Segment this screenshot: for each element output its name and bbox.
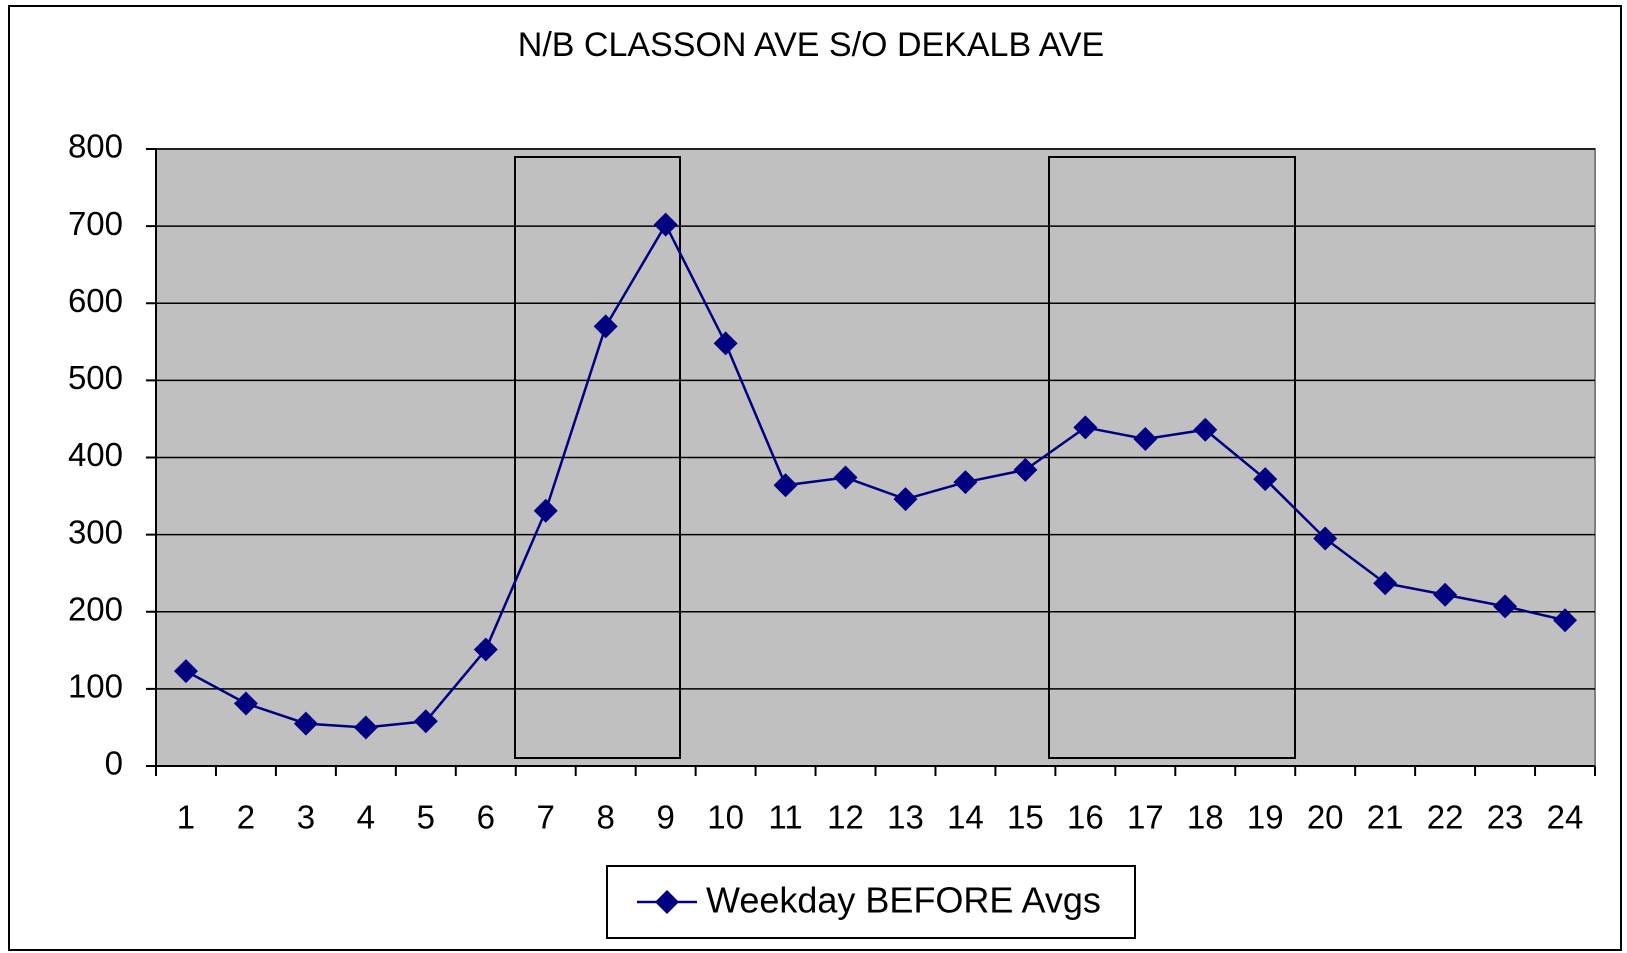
x-tick-label: 14 (947, 799, 984, 836)
legend-label: Weekday BEFORE Avgs (706, 880, 1101, 921)
data-point (1493, 594, 1518, 619)
x-tick-label: 18 (1187, 799, 1224, 836)
data-point (713, 331, 738, 356)
data-point (773, 473, 798, 498)
y-tick-label: 100 (68, 668, 123, 705)
x-tick-label: 8 (597, 799, 615, 836)
data-point (833, 465, 858, 490)
x-tick-label: 10 (707, 799, 744, 836)
x-tick-label: 15 (1007, 799, 1044, 836)
x-tick-label: 12 (827, 799, 864, 836)
x-tick-label: 21 (1367, 799, 1404, 836)
x-tick-label: 20 (1307, 799, 1344, 836)
x-tick-label: 16 (1067, 799, 1104, 836)
y-tick-label: 600 (68, 282, 123, 319)
x-tick-label: 5 (417, 799, 435, 836)
x-tick-label: 23 (1487, 799, 1524, 836)
x-tick-label: 7 (537, 799, 555, 836)
peak-box (514, 156, 681, 759)
y-tick-label: 400 (68, 436, 123, 473)
data-point (653, 212, 678, 237)
y-tick-label: 200 (68, 590, 123, 627)
y-tick-label: 800 (68, 128, 123, 165)
x-tick-label: 13 (887, 799, 924, 836)
data-point (293, 711, 318, 736)
y-tick-label: 300 (68, 513, 123, 550)
x-tick-label: 2 (237, 799, 255, 836)
data-point (1133, 426, 1158, 451)
data-point (473, 637, 498, 662)
data-point (1253, 467, 1278, 492)
data-point (953, 470, 978, 495)
data-point (1013, 457, 1038, 482)
data-point (593, 314, 618, 339)
y-tick-label: 700 (68, 205, 123, 242)
x-tick-label: 24 (1547, 799, 1584, 836)
x-tick-label: 4 (357, 799, 375, 836)
y-tick-label: 500 (68, 359, 123, 396)
x-tick-label: 17 (1127, 799, 1164, 836)
chart-title: N/B CLASSON AVE S/O DEKALB AVE (518, 26, 1104, 64)
x-tick-label: 6 (477, 799, 495, 836)
data-point (1193, 417, 1218, 442)
x-tick-label: 11 (768, 799, 802, 836)
x-tick-label: 9 (656, 799, 674, 836)
data-point (1073, 415, 1098, 440)
data-point (1373, 571, 1398, 596)
x-tick-label: 22 (1427, 799, 1464, 836)
data-point (353, 715, 378, 740)
x-tick-label: 19 (1247, 799, 1284, 836)
x-tick-label: 1 (177, 799, 195, 836)
data-point (533, 498, 558, 523)
data-point (233, 691, 258, 716)
peak-box (1048, 156, 1296, 759)
y-tick-label: 0 (105, 745, 123, 782)
data-point (893, 487, 918, 512)
data-point (1313, 526, 1338, 551)
x-tick-label: 3 (297, 799, 315, 836)
data-point (1553, 608, 1578, 633)
data-point (413, 709, 438, 734)
data-point (1433, 582, 1458, 607)
data-point (173, 659, 198, 684)
legend-marker (655, 890, 679, 914)
